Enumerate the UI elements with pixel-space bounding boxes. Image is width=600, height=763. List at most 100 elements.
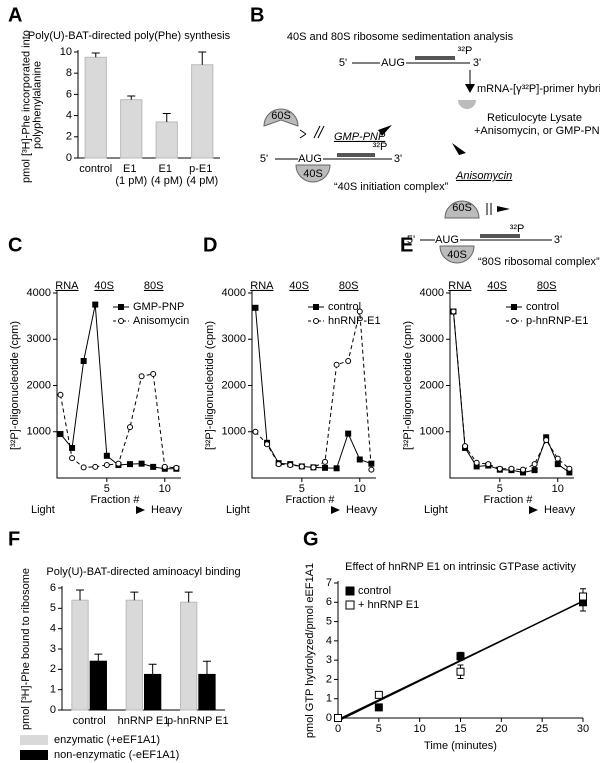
marker (520, 466, 527, 473)
arrowhead (378, 125, 392, 136)
bar (155, 121, 178, 159)
marker (287, 462, 294, 469)
label: Anisomycin (455, 170, 512, 182)
y-tick-label: 2 (66, 131, 72, 143)
x-axis-label: Time (minutes) (424, 740, 497, 752)
error-bar (130, 591, 139, 601)
label: 5' (407, 234, 415, 246)
label: 60S (452, 202, 472, 214)
label: Reticulocyte Lysate (487, 112, 582, 124)
marker (150, 463, 157, 470)
x-axis-label-right: Heavy (544, 504, 576, 516)
marker (566, 465, 573, 472)
marker (103, 452, 110, 459)
label: mRNA-[γ³²P]-primer hybrid (477, 83, 600, 95)
panel-letter: C (8, 234, 22, 256)
line (60, 304, 177, 470)
error-bar (94, 653, 103, 662)
label: 5' (260, 153, 268, 165)
arrowhead (465, 84, 475, 93)
y-tick-label: 3000 (420, 333, 444, 345)
y-tick-label: 6 (66, 88, 72, 100)
x-tick-label: 0 (335, 723, 341, 735)
marker (138, 373, 145, 380)
marker (57, 431, 64, 438)
marker (92, 301, 99, 308)
error-bar (184, 591, 193, 603)
block-mark (313, 125, 325, 139)
ribosome-subunit (458, 100, 476, 109)
arrowhead (452, 143, 466, 155)
label: AUG (435, 234, 459, 246)
chart-title: Effect of hnRNP E1 on intrinsic GTPase a… (345, 561, 576, 573)
marker (485, 461, 492, 468)
marker (69, 455, 76, 462)
legend-label: + hnRNP E1 (358, 599, 419, 611)
legend-label: hnRNP-E1 (328, 315, 381, 327)
legend-label: enzymatic (+eEF1A1) (54, 734, 160, 746)
label: 3' (554, 234, 562, 246)
y-tick-label: 8 (66, 67, 72, 79)
diagram-title: 40S and 80S ribosome sedimentation analy… (287, 31, 514, 43)
marker (264, 441, 271, 448)
marker (462, 443, 469, 450)
legend-marker (511, 304, 517, 310)
marker (496, 465, 503, 472)
axis (251, 291, 376, 479)
label: 40S (447, 249, 467, 261)
y-tick-label: 1 (326, 693, 332, 705)
legend-marker (345, 586, 355, 596)
x-tick-label: 30 (577, 723, 589, 735)
marker (543, 437, 550, 444)
bar (191, 64, 214, 159)
y-axis-label: pmol GTP hydrolyzed/pmol eEF1A1 (304, 563, 316, 738)
y-axis-label: pmol [³H]-Phe bound to ribosome (20, 568, 32, 730)
panel-letter: G (303, 528, 319, 550)
x-tick-label: 10 (159, 483, 171, 495)
region-label: RNA (448, 280, 472, 292)
marker (310, 464, 317, 471)
y-tick-label: 0 (326, 712, 332, 724)
error-bar (91, 52, 100, 58)
legend-marker (313, 318, 319, 324)
x-axis-label-left: Light (226, 504, 250, 516)
trend-line (337, 600, 584, 721)
legend-label: p-hnRNP-E1 (526, 315, 588, 327)
label: “40S initiation complex” (334, 181, 449, 193)
x-arrow (529, 506, 538, 514)
marker (579, 592, 587, 601)
x-axis-label: Fraction # (91, 494, 141, 506)
line (254, 307, 372, 469)
marker (554, 455, 561, 462)
marker (69, 444, 76, 451)
x-axis-label: Fraction # (484, 494, 534, 506)
y-tick-label: 1000 (222, 426, 246, 438)
bar (89, 660, 107, 711)
x-tick-label: hnRNP E1 (118, 715, 170, 727)
marker (80, 357, 87, 364)
x-axis-label-left: Light (424, 504, 448, 516)
marker (333, 465, 340, 472)
label: 60S (271, 110, 291, 122)
error-bar (148, 663, 157, 675)
label: AUG (381, 57, 405, 69)
marker (138, 460, 145, 467)
x-tick-label: 20 (495, 723, 507, 735)
marker (80, 464, 87, 471)
y-tick-label: 5 (326, 615, 332, 627)
region-label: 40S (94, 280, 114, 292)
line (59, 373, 177, 469)
marker (374, 703, 383, 712)
label: GMP-PNP (334, 131, 386, 143)
label: 3' (394, 153, 402, 165)
panel-letter: F (8, 528, 20, 550)
chart-title: Poly(U)-BAT-directed poly(Phe) synthesis (28, 30, 231, 42)
x-tick-label: 5 (299, 483, 305, 495)
y-tick-label: 3000 (222, 333, 246, 345)
marker (368, 466, 375, 473)
legend-label: GMP-PNP (133, 301, 184, 313)
bar (120, 99, 143, 159)
y-tick-label: 3000 (27, 333, 51, 345)
marker (450, 308, 457, 315)
marker (456, 667, 465, 676)
